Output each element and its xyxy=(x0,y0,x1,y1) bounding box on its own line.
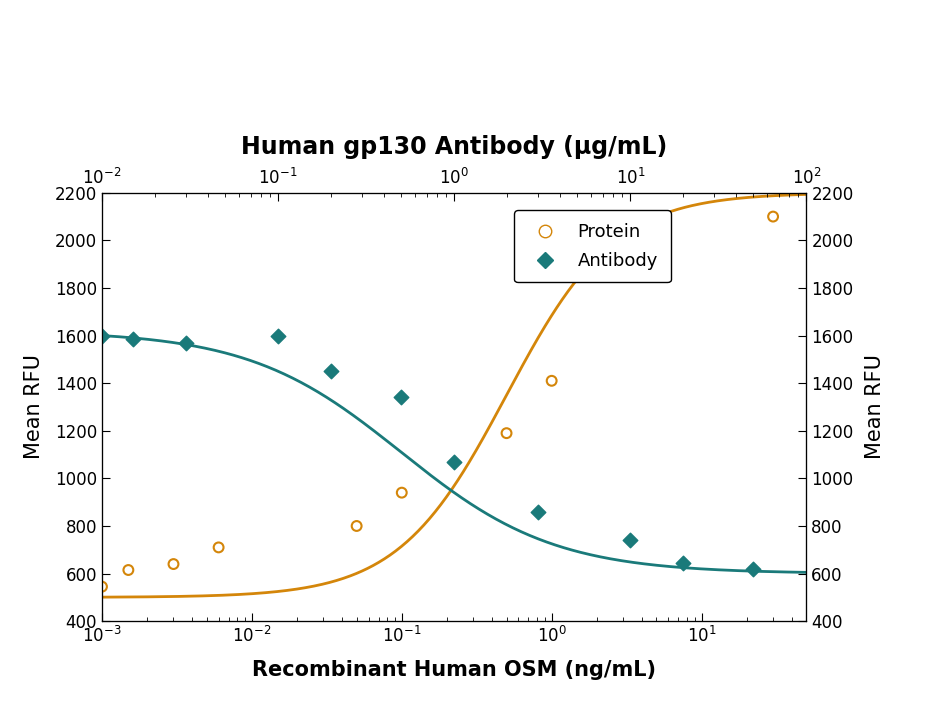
Point xyxy=(499,428,514,439)
Point xyxy=(746,563,761,575)
Point xyxy=(649,266,664,277)
Point xyxy=(544,375,559,386)
Point xyxy=(95,581,109,593)
Point xyxy=(447,456,462,468)
Point xyxy=(121,564,135,575)
Point xyxy=(394,392,409,403)
Point xyxy=(271,330,286,341)
Y-axis label: Mean RFU: Mean RFU xyxy=(24,354,44,460)
Point xyxy=(623,535,638,546)
Point xyxy=(349,521,364,532)
Point xyxy=(179,337,194,348)
Point xyxy=(531,506,546,518)
Point xyxy=(766,211,781,222)
X-axis label: Human gp130 Antibody (μg/mL): Human gp130 Antibody (μg/mL) xyxy=(241,135,667,159)
Point xyxy=(166,558,181,570)
Point xyxy=(211,542,226,553)
Point xyxy=(676,557,691,568)
Point xyxy=(394,487,409,498)
Y-axis label: Mean RFU: Mean RFU xyxy=(865,354,884,460)
Legend: Protein, Antibody: Protein, Antibody xyxy=(514,211,670,283)
Point xyxy=(95,330,109,341)
X-axis label: Recombinant Human OSM (ng/mL): Recombinant Human OSM (ng/mL) xyxy=(252,660,656,680)
Point xyxy=(125,333,140,345)
Point xyxy=(324,366,338,377)
